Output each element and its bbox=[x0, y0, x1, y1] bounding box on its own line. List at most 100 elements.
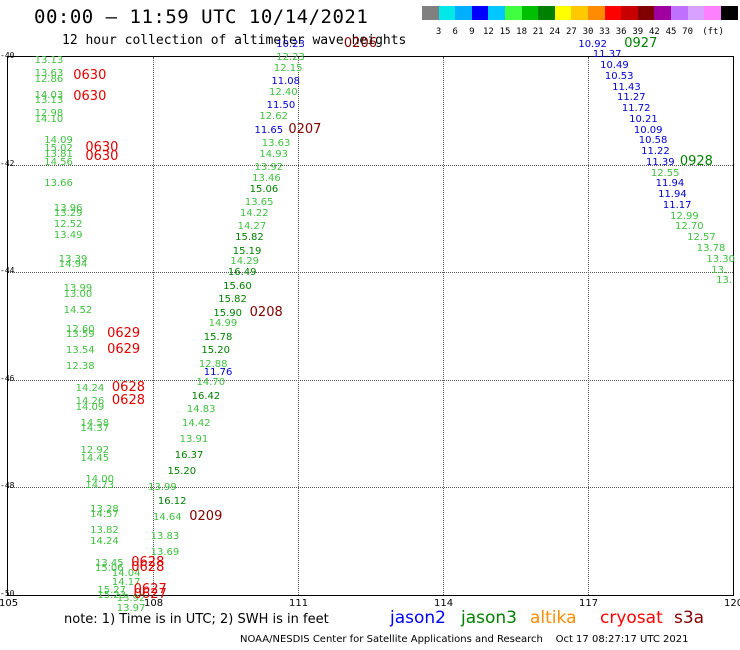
wave-height-label: 13.66 bbox=[44, 178, 73, 190]
wave-height-label: 12.52 bbox=[53, 218, 83, 230]
pass-time-label: 0208 bbox=[249, 304, 283, 320]
colorbar-swatch bbox=[720, 6, 738, 20]
note-text: note: 1) Time is in UTC; 2) SWH is in fe… bbox=[64, 612, 329, 627]
pass-time-label: 0630 bbox=[73, 89, 107, 105]
wave-height-label: 15.20 bbox=[201, 345, 230, 357]
wave-height-label: 10.92 bbox=[578, 38, 607, 50]
wave-height-label: 14.45 bbox=[80, 452, 110, 464]
wave-height-label: 13.83 bbox=[150, 530, 180, 542]
grid-line-vertical bbox=[443, 57, 444, 595]
grid-line-horizontal bbox=[8, 272, 733, 274]
wave-height-label: 14.37 bbox=[80, 423, 110, 435]
legend-cryosat: cryosat bbox=[600, 608, 663, 628]
colorbar-swatch bbox=[438, 6, 456, 20]
wave-height-label: 13.13 bbox=[34, 54, 64, 66]
wave-height-label: 15.60 bbox=[223, 280, 252, 292]
x-tick-label: 117 bbox=[579, 598, 599, 609]
wave-height-label: 13.97 bbox=[116, 603, 146, 615]
wave-height-label: 14.09 bbox=[44, 135, 73, 147]
legend-jason2: jason2 bbox=[390, 608, 446, 628]
wave-height-label: 14.00 bbox=[85, 474, 114, 486]
chart-subtitle: 12 hour collection of altimeter wave hei… bbox=[62, 33, 407, 48]
wave-height-label: 14.24 bbox=[90, 536, 119, 548]
colorbar-swatch bbox=[571, 6, 589, 20]
wave-height-label: 15.78 bbox=[203, 331, 233, 343]
x-tick-label: 114 bbox=[434, 598, 454, 609]
x-tick-label: 111 bbox=[289, 598, 309, 609]
wave-height-label: 12.55 bbox=[650, 167, 680, 179]
grid-line-vertical bbox=[588, 57, 589, 595]
wave-height-label: 14.99 bbox=[208, 318, 238, 330]
wave-height-label: 13.49 bbox=[53, 229, 83, 241]
colorbar-label: 42 bbox=[648, 27, 660, 37]
timestamp-text: Oct 17 08:27:17 UTC 2021 bbox=[555, 634, 689, 645]
wave-height-label: 10.53 bbox=[604, 70, 634, 82]
colorbar-label: 12 bbox=[482, 27, 494, 37]
wave-height-label: 14.03 bbox=[34, 89, 64, 101]
wave-height-label: 14.56 bbox=[44, 156, 73, 168]
colorbar-swatch bbox=[505, 6, 522, 20]
wave-height-label: 11.72 bbox=[621, 103, 651, 115]
wave-height-label: 11.39 bbox=[646, 156, 675, 168]
wave-height-label: 10.21 bbox=[629, 113, 658, 125]
colorbar-label: 9 bbox=[469, 27, 475, 37]
wave-height-label: 12.23 bbox=[276, 52, 305, 63]
wave-height-label: 13.96 bbox=[53, 202, 83, 214]
colorbar-label: 6 bbox=[452, 27, 458, 37]
wave-height-label: 13. bbox=[716, 275, 732, 287]
legend-altika: altika bbox=[530, 608, 577, 628]
wave-height-label: 11.22 bbox=[641, 146, 670, 158]
colorbar-swatch bbox=[671, 6, 688, 20]
wave-height-label: 16.37 bbox=[174, 450, 204, 462]
colorbar-swatch bbox=[654, 6, 672, 20]
wave-height-label: 12.98 bbox=[34, 108, 64, 120]
wave-height-label: 13.28 bbox=[90, 503, 119, 515]
wave-height-label: 12.88 bbox=[198, 358, 228, 370]
colorbar-label: 15 bbox=[499, 27, 511, 37]
colorbar-swatch bbox=[704, 6, 722, 20]
colorbar-label: 3 bbox=[435, 27, 442, 37]
wave-height-label: 13.99 bbox=[148, 482, 177, 494]
wave-height-label: 14.94 bbox=[58, 259, 88, 271]
wave-height-label: 15.82 bbox=[218, 294, 247, 306]
y-tick-label: -40 bbox=[0, 51, 15, 60]
wave-height-label: 14.52 bbox=[63, 304, 93, 316]
wave-height-label: 13.30 bbox=[706, 253, 736, 265]
wave-height-label: 12.86 bbox=[34, 73, 64, 85]
wave-height-label: 13. bbox=[711, 264, 728, 276]
colorbar-swatch bbox=[538, 6, 556, 20]
wave-height-label: 14.83 bbox=[186, 404, 216, 416]
wave-height-label: 13.29 bbox=[53, 208, 83, 220]
wave-height-label: 13.63 bbox=[261, 138, 291, 150]
wave-height-label: 15.23 bbox=[97, 590, 127, 601]
wave-height-label: 13.78 bbox=[696, 242, 726, 254]
colorbar-swatch bbox=[637, 6, 655, 20]
pass-time-label: 0628 bbox=[131, 554, 165, 570]
wave-height-label: 12.92 bbox=[80, 444, 110, 456]
chart-title: 00:00 – 11:59 UTC 10/14/2021 bbox=[34, 6, 369, 28]
colorbar-label: 18 bbox=[516, 27, 528, 37]
wave-height-label: 14.29 bbox=[230, 256, 259, 268]
colorbar-label: 45 bbox=[665, 27, 677, 37]
wave-height-label: 11.94 bbox=[658, 189, 687, 201]
y-tick-label: -44 bbox=[0, 266, 15, 276]
pass-time-label: 0629 bbox=[107, 342, 141, 358]
pass-time-label: 0628 bbox=[131, 560, 165, 576]
wave-height-label: 13.39 bbox=[58, 253, 88, 265]
grid-line-horizontal bbox=[8, 379, 733, 381]
pass-time-label: 0207 bbox=[288, 121, 322, 137]
wave-height-label: 15.27 bbox=[97, 584, 127, 596]
colorbar-swatch bbox=[554, 6, 572, 20]
wave-height-label: 10.23 bbox=[276, 38, 305, 50]
wave-height-label: 12.38 bbox=[66, 361, 95, 373]
pass-time-label: 0630 bbox=[85, 148, 119, 164]
pass-time-label: 0927 bbox=[624, 35, 658, 51]
wave-height-label: 13.82 bbox=[90, 525, 119, 537]
wave-height-label: 10.49 bbox=[600, 60, 629, 72]
wave-height-label: 11.37 bbox=[592, 49, 622, 61]
wave-height-label: 10.09 bbox=[633, 124, 663, 136]
colorbar-label: 70 bbox=[682, 27, 694, 37]
wave-height-label: 12.60 bbox=[66, 323, 95, 335]
y-tick-label: -42 bbox=[0, 158, 15, 168]
colorbar-swatch bbox=[422, 6, 439, 20]
